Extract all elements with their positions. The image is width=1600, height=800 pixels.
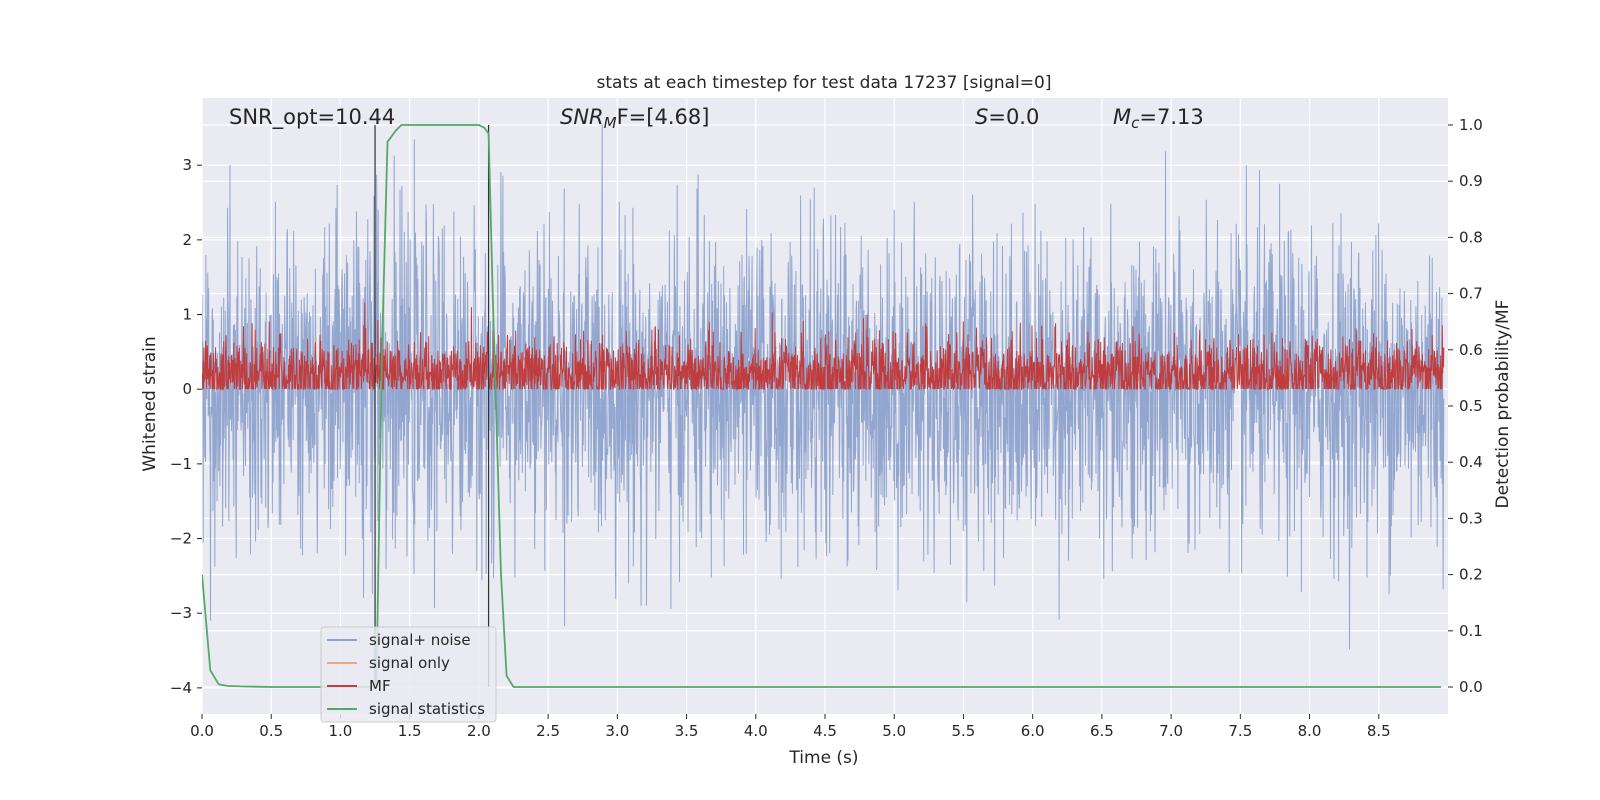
x-tick-label: 8.5: [1367, 722, 1391, 740]
series-signal-noise: [202, 124, 1445, 650]
x-tick-label: 6.5: [1090, 722, 1114, 740]
y-right-tick-label: 0.1: [1459, 622, 1483, 640]
y-tick-label: 0: [182, 380, 192, 398]
legend-box: [320, 626, 497, 723]
y-right-axis-label: Detection probability/MF: [1493, 300, 1513, 509]
annotation-snr-opt: SNR_opt=10.44: [229, 105, 395, 130]
snr-mf-main: SNR: [560, 105, 604, 129]
x-tick-label: 3.0: [605, 722, 629, 740]
legend-label-signal-only: signal only: [369, 654, 450, 672]
legend-label-mf: MF: [369, 677, 391, 695]
x-tick-label: 6.0: [1021, 722, 1045, 740]
annotation-snr-mf: SNRMF=[4.68]: [560, 105, 709, 132]
x-tick-label: 4.0: [744, 722, 768, 740]
snr-mf-tail: F=[4.68]: [617, 105, 710, 129]
series-signal-statistics: [202, 124, 1442, 688]
y-tick-label: −2: [170, 530, 192, 548]
x-tick-label: 4.5: [813, 722, 837, 740]
series-mf: [202, 302, 1445, 391]
x-tick-label: 0.0: [190, 722, 214, 740]
snr-mf-sub: M: [604, 114, 617, 132]
series-group: [202, 124, 1445, 688]
mc-tail: =7.13: [1139, 105, 1203, 129]
y-tick-label: 1: [182, 306, 192, 324]
y-right-tick-label: 0.4: [1459, 453, 1483, 471]
chart-title: stats at each timestep for test data 172…: [597, 73, 1052, 93]
x-tick-label: 2.0: [467, 722, 491, 740]
y-right-axis-ticks: 1.0 0.9 0.8 0.7 0.6 0.5 0.4 0.3 0.2 0.1 0.0: [1448, 116, 1483, 696]
y-right-tick-label: 1.0: [1459, 116, 1483, 134]
x-tick-label: 5.0: [882, 722, 906, 740]
y-tick-label: 2: [182, 231, 192, 249]
y-axis-ticks: 3 2 1 0 −1 −2 −3 −4: [170, 156, 202, 697]
x-tick-label: 7.5: [1228, 722, 1252, 740]
x-tick-label: 0.5: [259, 722, 283, 740]
y-axis-label: Whitened strain: [140, 336, 160, 471]
x-tick-label: 2.5: [536, 722, 560, 740]
y-right-tick-label: 0.5: [1459, 397, 1483, 415]
y-tick-label: −4: [170, 679, 192, 697]
x-axis-ticks: 0.0 0.5 1.0 1.5 2.0 2.5 3.0 3.5 4.0 4.5 5.0 5.5 6.0 6…: [190, 714, 1391, 740]
plot-area: [202, 124, 1445, 688]
y-tick-label: −3: [170, 604, 192, 622]
legend-label-signal-noise: signal+ noise: [369, 631, 471, 649]
x-axis-label: Time (s): [788, 748, 858, 768]
s-main: S: [975, 105, 988, 129]
annotation-s: S=0.0: [975, 105, 1039, 129]
y-right-tick-label: 0.2: [1459, 566, 1483, 584]
mc-sub: c: [1131, 114, 1140, 132]
y-right-tick-label: 0.9: [1459, 172, 1483, 190]
legend-label-signal-statistics: signal statistics: [369, 700, 485, 718]
x-tick-label: 7.0: [1159, 722, 1183, 740]
x-tick-label: 1.5: [398, 722, 422, 740]
y-tick-label: 3: [182, 156, 192, 174]
y-tick-label: −1: [170, 455, 192, 473]
s-tail: =0.0: [988, 105, 1039, 129]
y-right-tick-label: 0.6: [1459, 341, 1483, 359]
x-tick-label: 1.0: [329, 722, 353, 740]
x-tick-label: 3.5: [675, 722, 699, 740]
y-right-tick-label: 0.7: [1459, 285, 1483, 303]
legend: signal+ noise signal only MF signal stat…: [320, 626, 497, 723]
y-right-tick-label: 0.8: [1459, 228, 1483, 246]
y-right-tick-label: 0.3: [1459, 509, 1483, 527]
x-tick-label: 8.0: [1298, 722, 1322, 740]
x-tick-label: 5.5: [952, 722, 976, 740]
mc-main: M: [1113, 105, 1131, 129]
y-right-tick-label: 0.0: [1459, 678, 1483, 696]
annotation-mc: Mc=7.13: [1113, 105, 1204, 132]
